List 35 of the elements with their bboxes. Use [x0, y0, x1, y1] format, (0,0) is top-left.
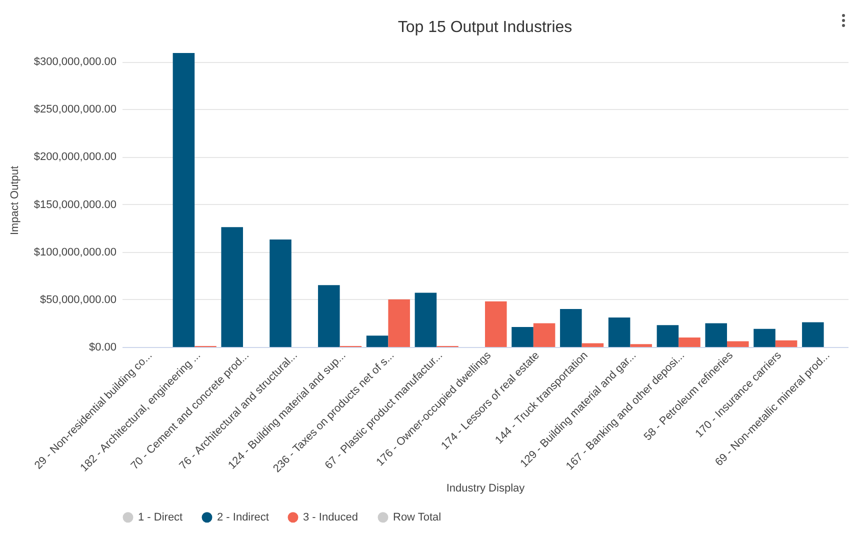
y-tick-label: $100,000,000.00: [34, 246, 116, 258]
bar: [754, 328, 776, 347]
x-axis-title: Industry Display: [446, 482, 526, 494]
legend-label: Row Total: [393, 511, 442, 524]
y-axis-title: Impact Output: [8, 166, 21, 236]
y-tick-label: $250,000,000.00: [34, 104, 116, 116]
bar: [270, 239, 292, 347]
bar: [802, 322, 824, 347]
y-tick-label: $0.00: [88, 342, 116, 354]
chart-title: Top 15 Output Industries: [398, 19, 572, 36]
bar: [705, 323, 727, 347]
bar: [366, 336, 388, 347]
bar: [560, 308, 582, 347]
legend-label: 3 - Induced: [303, 511, 358, 524]
bar: [582, 343, 604, 347]
y-tick-label: $50,000,000.00: [40, 294, 116, 306]
y-tick-label: $200,000,000.00: [34, 151, 116, 164]
bar: [485, 301, 507, 347]
bar: [388, 299, 410, 347]
bar: [533, 323, 556, 347]
bar: [630, 344, 652, 347]
bar: [512, 327, 534, 347]
bar: [414, 292, 437, 347]
bar: [727, 341, 749, 347]
y-tick-label: $300,000,000.00: [34, 56, 116, 68]
bar: [656, 325, 679, 347]
bar: [608, 318, 630, 347]
bar: [318, 285, 340, 347]
bar: [775, 340, 798, 347]
bar: [172, 53, 195, 347]
y-tick-label: $150,000,000.00: [34, 198, 116, 211]
legend-label: 1 - Direct: [138, 511, 183, 524]
legend-label: 2 - Indirect: [217, 511, 269, 524]
bar: [221, 227, 243, 347]
bar: [678, 337, 700, 347]
